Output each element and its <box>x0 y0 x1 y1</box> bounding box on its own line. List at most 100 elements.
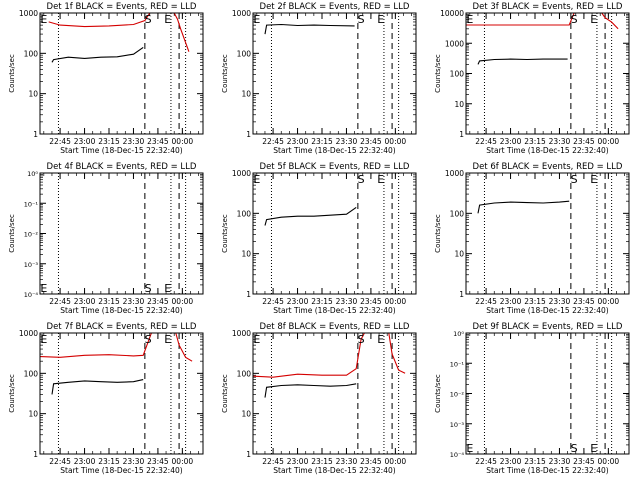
y-tick-label: 10000 <box>440 9 464 18</box>
series-line-events <box>51 46 144 63</box>
state-label: S <box>571 13 578 26</box>
x-tick-label: 22:45 <box>262 457 284 466</box>
x-tick-label: 00:00 <box>172 297 194 306</box>
x-tick-label: 22:45 <box>49 457 71 466</box>
y-tick-label: 1 <box>459 130 464 139</box>
state-label: E <box>377 13 384 26</box>
y-tick-label: 100 <box>237 49 252 58</box>
x-tick-label: 23:00 <box>74 457 96 466</box>
x-tick-label: 23:15 <box>311 137 333 146</box>
state-label: E <box>466 13 473 26</box>
chart-panel-8: Det 8f BLACK = Events, RED = LLD Counts/s… <box>221 322 417 475</box>
state-label: E <box>164 13 171 26</box>
chart-title: Det 7f BLACK = Events, RED = LLD <box>47 322 197 332</box>
plot-frame <box>39 12 204 135</box>
y-tick-label: 1000 <box>19 9 38 18</box>
x-tick-label: 23:45 <box>360 457 382 466</box>
x-tick-label: 23:00 <box>287 457 309 466</box>
state-label: S <box>358 173 365 186</box>
series-line-events <box>264 206 357 226</box>
state-label: S <box>145 333 152 346</box>
x-tick-label: 22:45 <box>49 297 71 306</box>
state-label: E <box>590 173 597 186</box>
x-tick-label: 23:30 <box>549 137 571 146</box>
y-axis-label: Counts/sec <box>221 54 229 93</box>
state-label: E <box>164 333 171 346</box>
x-tick-label: 23:30 <box>123 137 145 146</box>
x-tick-label: 23:15 <box>98 137 120 146</box>
y-axis-label: Counts/sec <box>221 214 229 253</box>
x-tick-label: 23:00 <box>74 297 96 306</box>
x-tick-label: 00:00 <box>598 297 620 306</box>
series-line-lld <box>253 332 406 378</box>
x-tick-label: 22:45 <box>475 457 497 466</box>
x-tick-label: 23:45 <box>360 297 382 306</box>
y-axis-label: Counts/sec <box>8 214 16 253</box>
x-axis-label: Start Time (18-Dec-15 22:32:40) <box>486 306 608 315</box>
x-tick-label: 23:15 <box>524 457 546 466</box>
series-line-events <box>264 383 357 398</box>
chart-panel-7: Det 7f BLACK = Events, RED = LLD Counts/s… <box>8 322 204 475</box>
y-tick-label: 10⁻¹ <box>450 360 465 368</box>
chart-title: Det 4f BLACK = Events, RED = LLD <box>47 162 197 172</box>
y-tick-label: 100 <box>237 369 252 378</box>
x-axis-label: Start Time (18-Dec-15 22:32:40) <box>486 146 608 155</box>
state-label: E <box>253 13 260 26</box>
series-line-events <box>51 379 144 395</box>
x-tick-label: 23:00 <box>500 137 522 146</box>
series-line-lld <box>48 12 190 52</box>
series-line-events <box>264 23 355 35</box>
x-axis-label: Start Time (18-Dec-15 22:32:40) <box>273 306 395 315</box>
y-axis-label: Counts/sec <box>434 374 442 413</box>
state-label: E <box>253 173 260 186</box>
x-axis-label: Start Time (18-Dec-15 22:32:40) <box>60 146 182 155</box>
state-label: E <box>40 333 47 346</box>
chart-title: Det 6f BLACK = Events, RED = LLD <box>473 162 623 172</box>
plot-frame <box>252 12 417 135</box>
chart-panel-1: Det 1f BLACK = Events, RED = LLD Counts/s… <box>8 2 204 155</box>
y-tick-label: 1 <box>246 130 251 139</box>
x-tick-label: 23:00 <box>500 457 522 466</box>
x-tick-label: 23:45 <box>573 297 595 306</box>
x-tick-label: 00:00 <box>385 457 407 466</box>
y-tick-label: 10⁻¹ <box>24 200 39 208</box>
y-tick-label: 10 <box>241 90 251 99</box>
x-tick-label: 00:00 <box>172 457 194 466</box>
x-axis-label: Start Time (18-Dec-15 22:32:40) <box>60 466 182 475</box>
y-tick-label: 10⁰ <box>453 330 464 338</box>
x-tick-label: 23:15 <box>98 457 120 466</box>
plot-frame <box>465 332 630 455</box>
chart-panel-6: Det 6f BLACK = Events, RED = LLD Counts/s… <box>434 162 630 315</box>
y-tick-label: 1 <box>33 130 38 139</box>
state-label: S <box>571 173 578 186</box>
y-tick-label: 1000 <box>19 329 38 338</box>
x-tick-label: 00:00 <box>385 297 407 306</box>
chart-panel-9: Det 9f BLACK = Events, RED = LLD Counts/s… <box>434 322 630 475</box>
x-tick-label: 23:30 <box>549 297 571 306</box>
y-tick-label: 10 <box>28 410 38 419</box>
x-tick-label: 23:15 <box>311 297 333 306</box>
y-tick-label: 1000 <box>445 39 464 48</box>
y-tick-label: 10⁻³ <box>450 421 465 429</box>
y-tick-label: 1 <box>246 450 251 459</box>
series-line-events <box>477 200 570 214</box>
state-label: E <box>590 13 597 26</box>
x-tick-label: 23:00 <box>74 137 96 146</box>
y-tick-label: 1000 <box>232 169 251 178</box>
x-tick-label: 23:30 <box>123 297 145 306</box>
state-label: E <box>377 173 384 186</box>
x-tick-label: 23:30 <box>336 457 358 466</box>
y-tick-label: 100 <box>24 49 39 58</box>
plot-frame <box>465 172 630 295</box>
plot-frame <box>252 332 417 455</box>
x-tick-label: 23:15 <box>524 297 546 306</box>
plot-frame <box>252 172 417 295</box>
x-tick-label: 23:00 <box>287 297 309 306</box>
x-tick-label: 00:00 <box>385 137 407 146</box>
chart-panel-3: Det 3f BLACK = Events, RED = LLD Counts/s… <box>434 2 630 155</box>
x-tick-label: 23:30 <box>336 297 358 306</box>
x-tick-label: 22:45 <box>475 297 497 306</box>
x-tick-label: 00:00 <box>172 137 194 146</box>
chart-panel-4: Det 4f BLACK = Events, RED = LLD Counts/s… <box>8 162 204 315</box>
x-tick-label: 23:45 <box>573 457 595 466</box>
